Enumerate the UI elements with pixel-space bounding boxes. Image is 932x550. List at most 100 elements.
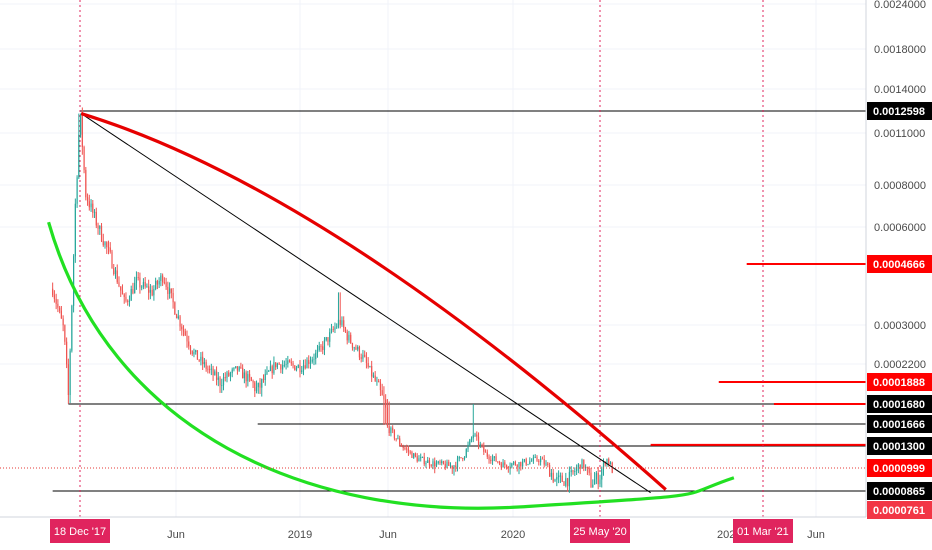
candle-body	[399, 438, 401, 445]
candle-body	[395, 438, 397, 440]
candle-body	[346, 331, 348, 341]
candle-body	[456, 458, 459, 467]
candle-body	[53, 295, 55, 299]
candle-body	[141, 286, 143, 288]
candle-body	[294, 365, 296, 371]
candle-body	[392, 427, 394, 431]
candle-body	[451, 465, 453, 469]
price-label-text: 0.0000865	[873, 486, 925, 498]
candle-body	[226, 372, 228, 379]
price-label-text: 0.0001888	[873, 377, 925, 389]
candle-body	[177, 316, 179, 319]
candle-body	[379, 382, 382, 391]
candle-body	[334, 327, 336, 330]
candle-body	[181, 326, 183, 330]
candle-body	[386, 407, 389, 426]
candle-body	[55, 298, 57, 304]
candle-body	[219, 377, 221, 386]
candle-body	[421, 456, 424, 458]
candle-body	[245, 372, 247, 382]
candle-body	[320, 346, 322, 347]
candle-body	[371, 366, 373, 377]
candle-body	[343, 320, 345, 328]
candle-body	[336, 326, 338, 328]
candle-body	[250, 377, 252, 381]
candle-body	[92, 203, 94, 213]
candle-body	[441, 461, 443, 464]
candle-body	[460, 457, 462, 458]
candle-body	[574, 470, 576, 472]
candle-body	[437, 461, 439, 464]
candle-body	[400, 444, 403, 447]
candle-body	[160, 275, 162, 281]
price-label-text: 0.0001666	[873, 419, 925, 431]
candle-body	[125, 296, 127, 301]
candle-body	[90, 203, 92, 208]
candle-body	[449, 465, 452, 467]
candle-body	[538, 460, 540, 463]
candle-body	[207, 368, 209, 370]
candle-body	[275, 362, 277, 368]
candle-body	[383, 395, 385, 400]
candle-body	[469, 439, 471, 445]
candle-body	[235, 366, 237, 368]
candle-body	[477, 436, 480, 446]
price-label-box	[867, 459, 932, 477]
candle-body	[529, 461, 531, 464]
price-tick-label: 0.0024000	[874, 0, 926, 11]
candle-body	[493, 456, 495, 458]
candle-body	[402, 446, 404, 448]
candle-body	[484, 451, 487, 453]
candle-body	[280, 364, 282, 370]
candle-body	[407, 449, 410, 452]
candle-body	[577, 464, 579, 468]
candle-body	[511, 463, 513, 467]
candle-body	[322, 346, 324, 350]
candle-body	[404, 447, 406, 449]
candle-body	[205, 362, 207, 369]
candle-body	[467, 444, 469, 450]
candle-body	[364, 354, 366, 357]
price-label-box	[867, 255, 932, 273]
candle-body	[73, 256, 75, 306]
candle-body	[585, 466, 587, 468]
candle-body	[52, 288, 54, 296]
candle-body	[565, 478, 567, 486]
candle-body	[453, 465, 455, 469]
candle-body	[500, 463, 502, 468]
candle-body	[428, 460, 431, 466]
candle-body	[172, 292, 174, 303]
candle-body	[189, 346, 192, 351]
candle-body	[504, 462, 506, 465]
candle-body	[568, 472, 570, 487]
candle-body	[330, 328, 333, 333]
candle-body	[497, 461, 499, 463]
price-label-text: 0.0001680	[873, 399, 925, 411]
price-axis[interactable]: 0.0024000 0.0018000 0.0014000 0.0011000 0.00…	[874, 0, 926, 371]
candle-body	[137, 277, 139, 278]
candle-body	[155, 280, 157, 289]
candle-body	[79, 113, 82, 135]
candle-body	[369, 366, 371, 367]
candle-body	[474, 434, 476, 436]
candle-body	[486, 452, 488, 457]
candle-body	[83, 147, 85, 170]
candle-body	[195, 350, 197, 353]
trendlines	[47, 112, 735, 510]
candle-body	[153, 288, 155, 296]
time-axis[interactable]: Jun 2019 Jun 2020 Jun 202	[167, 529, 825, 541]
candle-body	[200, 356, 202, 361]
candle-body	[339, 319, 341, 325]
candle-body	[182, 329, 185, 332]
candle-body	[325, 337, 327, 340]
candle-body	[446, 461, 448, 468]
time-tick-label: Jun	[807, 529, 825, 541]
candle-body	[332, 328, 334, 330]
candle-body	[360, 357, 362, 359]
candlestick-series	[52, 107, 613, 493]
price-tick-label: 0.0011000	[874, 128, 925, 140]
candle-body	[282, 365, 284, 370]
candle-body	[397, 438, 399, 440]
candle-body	[374, 375, 376, 381]
